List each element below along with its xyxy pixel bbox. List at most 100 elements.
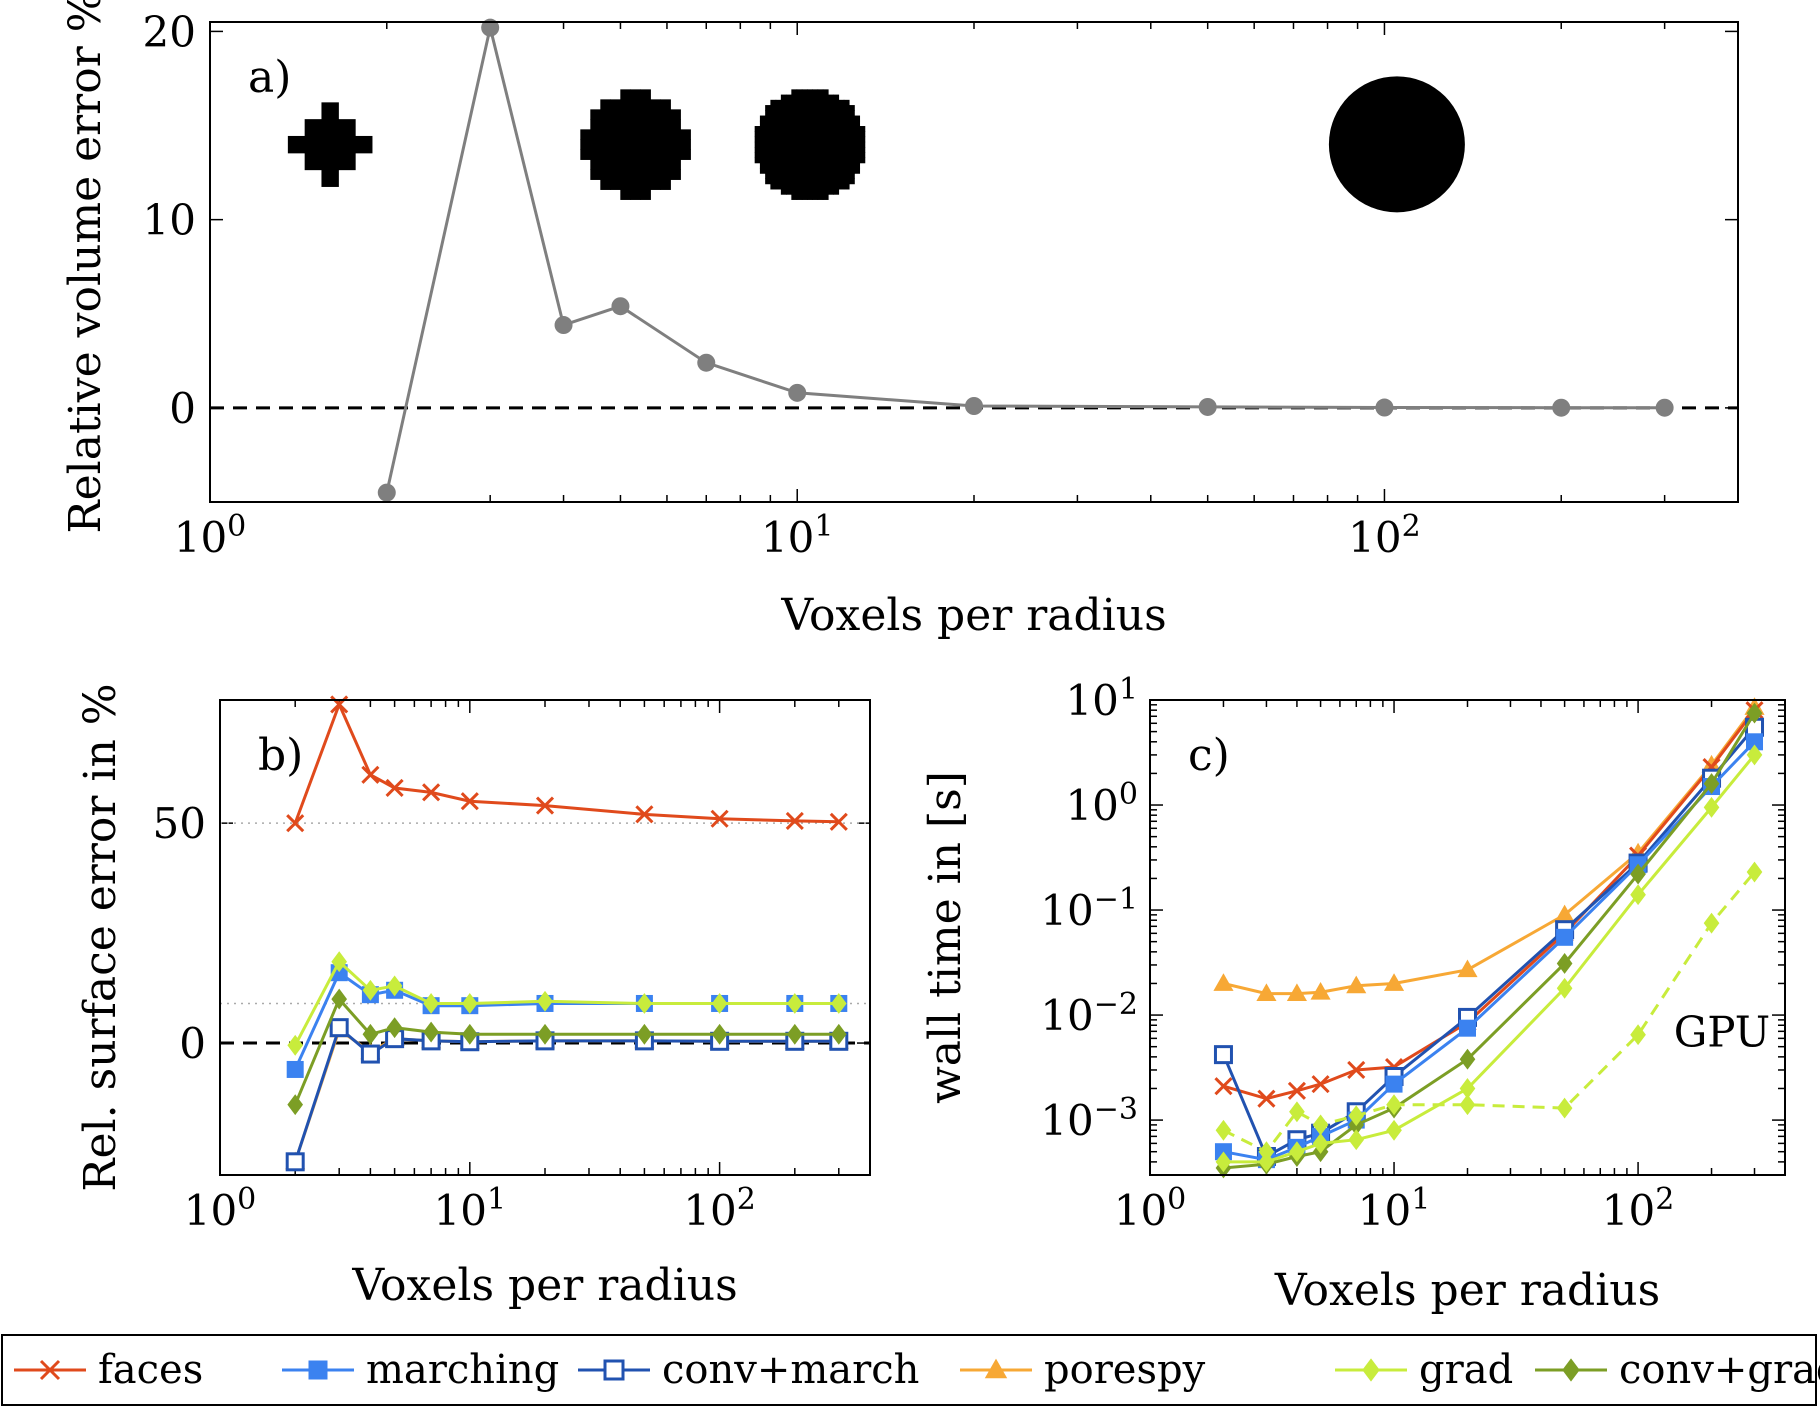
voxel <box>848 126 855 132</box>
voxel <box>828 157 834 164</box>
series-line <box>293 700 839 824</box>
data-point <box>330 695 349 714</box>
voxel <box>843 183 850 190</box>
y-tick-label: 10 <box>143 196 196 245</box>
voxel <box>801 188 808 195</box>
legend-swatch-marker <box>603 1359 625 1381</box>
voxel <box>620 89 631 100</box>
voxel <box>796 146 803 153</box>
voxel <box>817 94 824 101</box>
voxel <box>843 105 850 111</box>
x-tick-label: 102 <box>1348 509 1421 562</box>
plot-frame <box>219 699 871 1176</box>
voxel <box>843 167 850 174</box>
voxel <box>670 169 681 180</box>
voxel <box>765 178 771 185</box>
voxel <box>822 146 829 153</box>
voxel <box>765 162 771 169</box>
voxel <box>822 126 829 132</box>
voxel <box>640 169 651 180</box>
voxel <box>775 126 782 132</box>
voxel <box>838 146 845 153</box>
voxel <box>770 173 777 180</box>
data-point <box>965 397 983 415</box>
voxel <box>812 131 819 138</box>
data-point <box>1386 1119 1402 1141</box>
voxel <box>822 89 829 96</box>
voxel <box>630 169 641 180</box>
voxel <box>775 146 782 153</box>
data-point <box>1213 1045 1233 1065</box>
voxel <box>817 110 824 117</box>
x-tick-label: 101 <box>434 1182 507 1235</box>
voxel <box>775 183 782 190</box>
voxel <box>610 179 621 190</box>
voxel <box>759 146 766 153</box>
panel-label: b) <box>258 730 303 781</box>
voxel <box>843 178 850 185</box>
voxel <box>848 110 855 117</box>
data-point <box>1257 1089 1276 1108</box>
voxel <box>600 99 611 110</box>
voxel <box>650 119 661 130</box>
voxel <box>640 189 651 200</box>
x-axis-label: Voxels per radius <box>351 1260 737 1311</box>
data-point <box>1198 397 1217 416</box>
voxel <box>796 120 803 127</box>
voxel <box>791 136 798 143</box>
voxel <box>801 162 808 169</box>
voxel <box>321 169 339 187</box>
data-point <box>1289 1101 1305 1123</box>
voxel <box>833 162 840 169</box>
voxel <box>848 115 855 122</box>
voxel <box>650 129 661 140</box>
voxel <box>833 115 840 122</box>
voxel <box>833 167 840 174</box>
voxel <box>801 173 808 180</box>
voxel <box>791 105 798 111</box>
data-point <box>362 1023 379 1045</box>
voxel <box>817 188 824 195</box>
data-point <box>554 316 573 335</box>
voxel <box>801 131 808 138</box>
voxel <box>650 179 661 190</box>
voxel <box>854 146 861 153</box>
voxel <box>791 188 798 195</box>
voxel <box>650 109 661 120</box>
voxel <box>791 141 798 148</box>
voxel <box>780 94 787 101</box>
voxel <box>580 139 591 150</box>
voxel <box>590 169 601 180</box>
legend-item-conv_march: conv+march <box>578 1347 919 1393</box>
voxel <box>590 109 601 120</box>
data-point <box>1457 959 1478 978</box>
voxel <box>600 169 611 180</box>
voxel <box>786 173 792 180</box>
voxel <box>854 141 861 148</box>
data-point <box>1256 983 1277 1002</box>
voxel <box>833 141 840 148</box>
y-axis-label: Relative volume error % <box>60 0 111 534</box>
voxel <box>796 110 803 117</box>
voxel <box>670 139 681 150</box>
data-point <box>1552 398 1571 417</box>
voxel <box>828 131 834 138</box>
voxel <box>838 167 845 174</box>
voxel <box>796 99 803 106</box>
voxel <box>801 178 808 185</box>
voxel <box>786 110 792 117</box>
data-point <box>535 796 555 815</box>
voxel <box>770 110 777 117</box>
data-point <box>1310 982 1331 1000</box>
voxel <box>817 141 824 148</box>
voxel <box>833 105 840 111</box>
voxel <box>754 126 761 132</box>
voxel <box>807 105 813 111</box>
voxel <box>817 194 824 200</box>
voxel <box>838 99 845 106</box>
voxel <box>786 146 792 153</box>
data-point <box>461 1023 478 1045</box>
voxel <box>620 189 631 200</box>
voxel <box>791 152 798 159</box>
